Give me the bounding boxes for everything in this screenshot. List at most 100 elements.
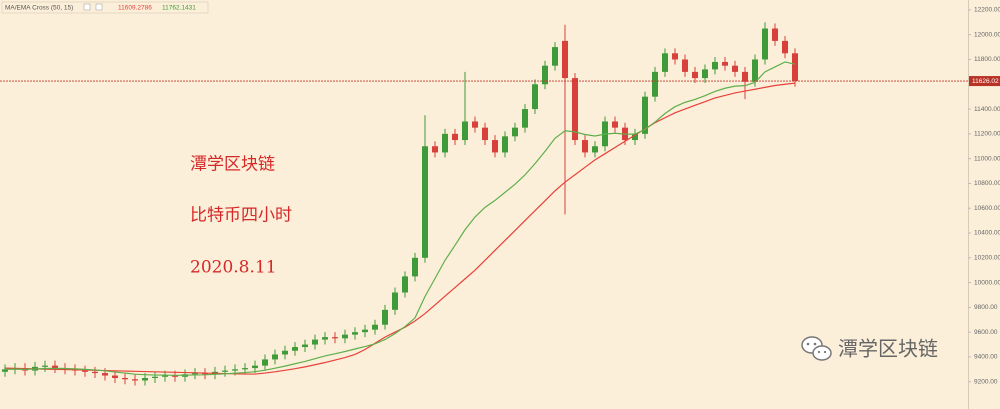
candle-body xyxy=(782,40,788,54)
candle-body xyxy=(482,127,488,141)
candle-body xyxy=(232,369,238,371)
y-tick-label: 12000.00 xyxy=(974,31,1000,38)
candle-body xyxy=(452,133,458,141)
candle-body xyxy=(372,324,378,330)
candle-body xyxy=(532,84,538,110)
candle-body xyxy=(192,373,198,375)
candle-body xyxy=(52,365,58,369)
candle-body xyxy=(732,65,738,72)
candle-body xyxy=(652,71,658,97)
candle-body xyxy=(82,370,88,372)
candle-body xyxy=(712,61,718,70)
candle-body xyxy=(92,371,98,374)
candle-body xyxy=(252,365,258,369)
candle-body xyxy=(572,78,578,141)
candle-body xyxy=(282,350,288,355)
candle-body xyxy=(242,368,248,370)
toggle[interactable] xyxy=(95,3,103,11)
candle-body xyxy=(522,109,528,128)
candle-body xyxy=(122,378,128,380)
y-tick-label: 12200.00 xyxy=(974,7,1000,14)
y-tick-label: 11400.00 xyxy=(974,106,1000,113)
indicator-legend xyxy=(1,1,209,14)
candle-body xyxy=(112,375,118,379)
watermark: 潭学区块链 xyxy=(838,337,938,360)
ma-line xyxy=(4,61,796,376)
candle-body xyxy=(552,47,558,66)
candle-body xyxy=(642,96,648,134)
candle-body xyxy=(292,347,298,351)
y-tick-label: 9400.00 xyxy=(974,354,998,361)
candle-body xyxy=(262,359,268,366)
candle-body xyxy=(562,40,568,79)
candle-body xyxy=(302,344,308,348)
candle-body xyxy=(462,121,468,141)
candle-body xyxy=(762,28,768,60)
toggle[interactable] xyxy=(83,3,91,11)
candle-body xyxy=(752,59,758,82)
candle-body xyxy=(412,257,418,277)
candle-body xyxy=(102,373,108,376)
candle-body xyxy=(352,332,358,335)
candle-body xyxy=(362,329,368,333)
y-tick-label: 9800.00 xyxy=(974,304,998,311)
candle-body xyxy=(612,121,618,128)
candle-body xyxy=(2,369,8,372)
annotation: 潭学区块链 xyxy=(190,155,275,175)
annotation: 2020.8.11 xyxy=(190,258,277,278)
candle-body xyxy=(202,373,208,375)
y-tick-label: 11200.00 xyxy=(974,131,1000,138)
candle-body xyxy=(222,370,228,372)
y-tick-label: 11800.00 xyxy=(974,56,1000,63)
candle-body xyxy=(742,71,748,82)
price-label: 11626.02 xyxy=(972,78,999,85)
candle-body xyxy=(152,376,158,379)
candle-body xyxy=(672,53,678,60)
candle-body xyxy=(682,59,688,72)
candle-body xyxy=(382,309,388,325)
candle-body xyxy=(692,71,698,79)
candle-body xyxy=(582,140,588,153)
candle-body xyxy=(442,133,448,153)
candle-body xyxy=(42,365,48,367)
candle-body xyxy=(312,339,318,345)
candle-body xyxy=(542,65,548,85)
candle-body xyxy=(702,69,708,79)
y-tick-label: 10200.00 xyxy=(974,255,1000,262)
candle-body xyxy=(172,375,178,377)
candle-body xyxy=(332,337,338,339)
legend-value: 11762.1431 xyxy=(162,5,196,12)
candle-body xyxy=(392,292,398,310)
candle-body xyxy=(342,334,348,339)
y-tick-label: 10600.00 xyxy=(974,205,1000,212)
candle-body xyxy=(722,61,728,66)
candle-body xyxy=(402,276,408,293)
candle-body xyxy=(322,337,328,340)
y-tick-label: 10000.00 xyxy=(974,279,1000,286)
candle-body xyxy=(662,53,668,72)
candle-body xyxy=(132,379,138,381)
y-tick-label: 9200.00 xyxy=(974,378,998,385)
y-tick-label: 11000.00 xyxy=(974,155,1000,162)
candle-body xyxy=(792,53,798,82)
candle-body xyxy=(592,146,598,153)
annotation: 比特币四小时 xyxy=(190,206,292,226)
price-tag xyxy=(969,76,1000,87)
candle-body xyxy=(472,121,478,128)
candle-body xyxy=(632,133,638,141)
candle-body xyxy=(512,127,518,137)
y-tick-label: 10400.00 xyxy=(974,230,1000,237)
candle-body xyxy=(432,146,438,153)
candle-body xyxy=(772,28,778,41)
y-tick-label: 10800.00 xyxy=(974,180,1000,187)
y-tick-label: 9600.00 xyxy=(974,329,998,336)
candle-body xyxy=(422,146,428,258)
candle-body xyxy=(162,375,168,377)
candle-body xyxy=(142,378,148,381)
candle-body xyxy=(502,136,508,153)
indicator-name: MA/EMA Cross (50, 15) xyxy=(5,5,73,12)
wechat-icon xyxy=(801,336,832,361)
candle-body xyxy=(492,140,498,153)
